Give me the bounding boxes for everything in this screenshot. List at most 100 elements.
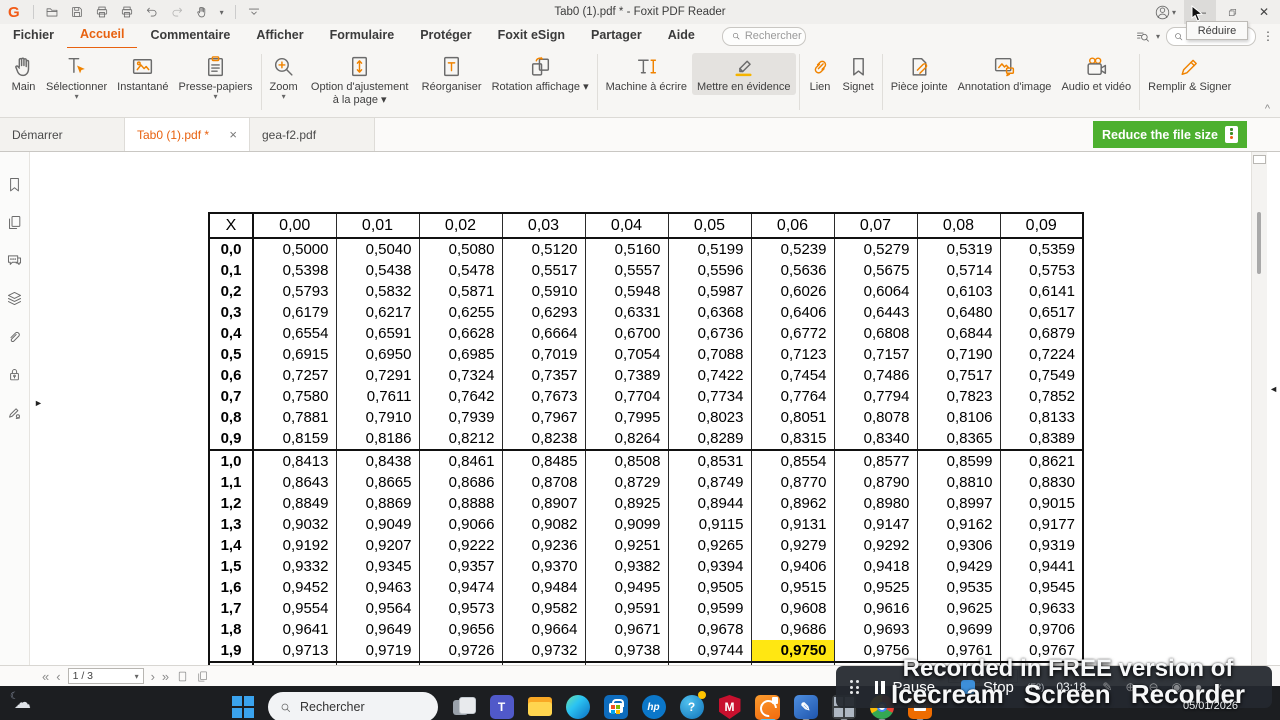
toolbar-selectionner-button[interactable]: Sélectionner ▾ bbox=[41, 53, 112, 101]
menu-afficher[interactable]: Afficher bbox=[256, 28, 304, 42]
tab-gea-f2-pdf[interactable]: gea-f2.pdf bbox=[250, 118, 375, 151]
more-options-icon[interactable]: ⋮ bbox=[1262, 29, 1274, 43]
menu-aide[interactable]: Aide bbox=[667, 28, 695, 42]
menu-partager[interactable]: Partager bbox=[590, 28, 642, 42]
file-explorer-icon[interactable] bbox=[527, 693, 552, 720]
pause-recording-button[interactable]: Pause bbox=[874, 679, 935, 696]
toolbar-annotation-d-image-button[interactable]: Annotation d'image bbox=[953, 53, 1057, 95]
sidebar-layers-panel[interactable] bbox=[6, 290, 23, 307]
scroll-up-button[interactable] bbox=[1253, 155, 1266, 164]
zoom-in-icon[interactable]: ⊕ bbox=[1125, 680, 1136, 694]
customize-toolbar-icon[interactable] bbox=[247, 5, 261, 19]
table-cell: 0,8708 bbox=[501, 472, 585, 493]
sidebar-security-panel[interactable] bbox=[6, 366, 23, 383]
facing-page-view-icon[interactable] bbox=[196, 670, 209, 683]
webcam-icon[interactable]: ◉ bbox=[1171, 680, 1183, 694]
menu-proteger[interactable]: Protéger bbox=[420, 28, 472, 42]
undo-icon[interactable] bbox=[145, 5, 159, 19]
open-file-icon[interactable] bbox=[45, 5, 59, 19]
toolbar-mettre-en-evidence-button[interactable]: Mettre en évidence bbox=[691, 53, 796, 96]
last-page-button[interactable]: » bbox=[161, 668, 170, 684]
menu-commentaire[interactable]: Commentaire bbox=[150, 28, 231, 42]
table-row: 1,9 0,9713 0,9719 0,9726 0,9732 0,9738 0,9744 0… bbox=[209, 640, 1083, 662]
toolbar-remplir-signer-button[interactable]: Remplir & Signer bbox=[1143, 53, 1236, 95]
table-cell: 0,7324 bbox=[418, 365, 502, 386]
draw-tool-icon[interactable]: ✎ bbox=[1102, 680, 1113, 694]
toolbar-instantane-button[interactable]: Instantané bbox=[112, 53, 173, 95]
table-cell: 0,9452 bbox=[252, 577, 336, 598]
weather-icon[interactable]: ☾ ☁ bbox=[10, 691, 31, 712]
table-cell: 0,9732 bbox=[501, 640, 585, 662]
hp-icon[interactable]: hp bbox=[641, 693, 666, 720]
close-tab-icon[interactable]: × bbox=[229, 127, 237, 142]
sidebar-comments-panel[interactable] bbox=[6, 252, 23, 269]
account-button[interactable]: ▾ bbox=[1155, 5, 1176, 20]
right-panel-expand-arrow-icon[interactable]: ◄ bbox=[1269, 384, 1278, 394]
menu-formulaire[interactable]: Formulaire bbox=[329, 28, 395, 42]
single-page-view-icon[interactable] bbox=[176, 670, 189, 683]
toolbar-presse-papiers-button[interactable]: Presse-papiers ▾ bbox=[174, 53, 258, 101]
table-cell: 0,7611 bbox=[335, 386, 419, 407]
toolbar-option-d-ajustement-a-la-page-button[interactable]: Option d'ajustement à la page ▾ bbox=[303, 53, 417, 108]
hand-tool-icon[interactable] bbox=[195, 5, 209, 19]
next-page-button[interactable]: › bbox=[150, 668, 155, 684]
quick-print-icon[interactable] bbox=[120, 5, 134, 19]
vertical-scrollbar[interactable] bbox=[1251, 152, 1267, 665]
drawing-app-icon[interactable]: ✎ bbox=[793, 693, 818, 720]
advanced-search-icon[interactable] bbox=[1135, 29, 1150, 44]
toolbar-reorganiser-button[interactable]: Réorganiser bbox=[417, 53, 487, 95]
reduce-file-size-button[interactable]: Reduce the file size bbox=[1092, 121, 1247, 148]
toolbar-machine-a-ecrire-button[interactable]: Machine à écrire bbox=[601, 53, 692, 95]
table-header-col: 0,02 bbox=[418, 213, 502, 239]
advanced-search-caret[interactable]: ▾ bbox=[1155, 31, 1160, 41]
menu-foxit-esign[interactable]: Foxit eSign bbox=[497, 28, 565, 42]
table-header-col: 0,09 bbox=[999, 213, 1083, 239]
teams-icon[interactable]: T bbox=[489, 693, 514, 720]
stop-recording-button[interactable]: Stop (F8) bbox=[961, 679, 1044, 696]
search-placeholder: Rechercher bbox=[744, 30, 802, 42]
start-button[interactable] bbox=[230, 693, 255, 720]
edge-icon[interactable] bbox=[565, 693, 590, 720]
toolbar-rotation-affichage-button[interactable]: Rotation affichage ▾ bbox=[487, 53, 594, 95]
microphone-icon[interactable]: ● bbox=[1195, 680, 1203, 694]
toolbar-piece-jointe-button[interactable]: Pièce jointe bbox=[886, 53, 953, 95]
previous-page-button[interactable]: ‹ bbox=[56, 668, 61, 684]
tab-tab0-1-pdf[interactable]: Tab0 (1).pdf * × bbox=[125, 118, 250, 151]
first-page-button[interactable]: « bbox=[42, 668, 50, 684]
redo-icon[interactable] bbox=[170, 5, 184, 19]
table-cell: 0,9649 bbox=[335, 619, 419, 640]
drag-handle-icon[interactable] bbox=[850, 680, 859, 694]
sidebar-signatures-panel[interactable] bbox=[6, 404, 23, 421]
tab-label: Tab0 (1).pdf * bbox=[137, 127, 210, 142]
toolbar-signet-button[interactable]: Signet bbox=[838, 53, 879, 95]
toolbar-zoom-button[interactable]: Zoom ▾ bbox=[265, 53, 303, 101]
table-cell: 0,9616 bbox=[833, 598, 917, 619]
toolbar-audio-et-video-button[interactable]: Audio et vidéo bbox=[1056, 53, 1136, 95]
taskbar-search[interactable]: Rechercher bbox=[268, 692, 438, 720]
sidebar-attachments-panel[interactable] bbox=[6, 328, 23, 345]
sidebar-bookmarks-panel[interactable] bbox=[6, 176, 23, 193]
toolbar-lien-button[interactable]: Lien bbox=[803, 53, 838, 95]
close-button[interactable]: ✕ bbox=[1258, 5, 1270, 19]
sidebar-pages-panel[interactable] bbox=[6, 214, 23, 231]
toolbar-main-button[interactable]: Main bbox=[6, 53, 41, 95]
foxit-reader-icon[interactable] bbox=[755, 693, 781, 720]
task-view-button[interactable] bbox=[451, 693, 476, 720]
scrollbar-thumb[interactable] bbox=[1257, 212, 1261, 274]
tab-demarrer[interactable]: Démarrer bbox=[0, 118, 125, 151]
page-number-box[interactable]: 1 / 3 ▾ bbox=[67, 668, 144, 684]
zoom-out-icon[interactable]: ⊖ bbox=[1148, 680, 1159, 694]
mcafee-icon[interactable]: M bbox=[717, 693, 742, 720]
menu-accueil[interactable]: Accueil bbox=[67, 23, 138, 49]
print-icon[interactable] bbox=[95, 5, 109, 19]
ribbon-search-field[interactable]: Rechercher bbox=[721, 26, 806, 46]
hand-tool-caret[interactable]: ▾ bbox=[219, 7, 224, 17]
save-icon[interactable] bbox=[70, 5, 84, 19]
table-cell: 0,6331 bbox=[584, 302, 668, 323]
menu-fichier[interactable]: Fichier bbox=[13, 28, 54, 42]
sidebar-expand-arrow-icon[interactable]: ► bbox=[34, 398, 43, 408]
collapse-ribbon-icon[interactable]: ^ bbox=[1264, 103, 1270, 115]
hp-support-icon[interactable]: ? bbox=[679, 691, 706, 720]
close-recorder-icon[interactable]: × bbox=[1215, 680, 1223, 694]
microsoft-store-icon[interactable] bbox=[603, 693, 628, 720]
